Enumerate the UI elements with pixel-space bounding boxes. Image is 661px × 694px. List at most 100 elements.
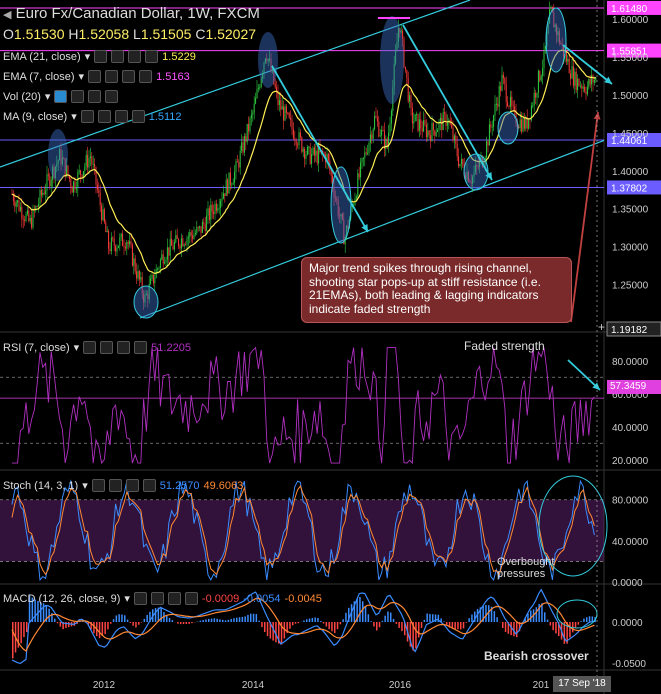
ma9-legend[interactable]: MA (9, close) ▾ 1.5112 xyxy=(3,110,182,123)
ema7-legend[interactable]: EMA (7, close) ▾ 1.5163 xyxy=(3,70,190,83)
candle-body xyxy=(95,167,97,185)
rsi-legend[interactable]: RSI (7, close) ▾ 51.2205 xyxy=(3,341,191,354)
candle-body xyxy=(397,27,399,42)
candle-body xyxy=(82,171,84,178)
macd-histogram-bar xyxy=(188,622,190,624)
macd-legend[interactable]: MACD (12, 26, close, 9) ▾ -0.0009 -0.0054… xyxy=(3,592,322,605)
candle-body xyxy=(77,172,79,189)
rsi-value: 51.2205 xyxy=(151,341,191,354)
candle-body xyxy=(438,121,440,130)
candle-body xyxy=(175,235,177,243)
candle-body xyxy=(246,123,248,142)
collapse-icon[interactable]: ◀ xyxy=(3,9,12,21)
candle-body xyxy=(533,92,535,106)
candle-body xyxy=(187,236,189,239)
vol-legend[interactable]: Vol (20) ▾ xyxy=(3,90,119,103)
candle-body xyxy=(257,88,259,90)
candle-body xyxy=(285,106,287,113)
candle-body xyxy=(404,66,406,70)
plus-icon xyxy=(114,110,128,123)
stoch-legend[interactable]: Stoch (14, 3, 1) ▾ 51.2570 49.6063 xyxy=(3,479,244,492)
candle-body xyxy=(368,142,370,153)
candle-body xyxy=(388,132,390,148)
candle-body xyxy=(145,293,147,295)
macd-histogram-bar xyxy=(530,610,532,622)
candle-body xyxy=(284,106,286,121)
ema21-legend[interactable]: EMA (21, close) ▾ 1.5229 xyxy=(3,50,196,63)
candle-body xyxy=(29,217,31,222)
price-level-tag xyxy=(607,43,661,58)
candle-body xyxy=(193,234,195,239)
macd-histogram-bar xyxy=(219,619,221,622)
candle-body xyxy=(372,129,374,139)
candle-body xyxy=(511,96,513,106)
candle-body xyxy=(280,100,282,110)
candle-body xyxy=(455,135,457,144)
gear-icon xyxy=(97,110,111,123)
candle-body xyxy=(508,105,510,107)
candle-body xyxy=(424,120,426,125)
highlight-ellipse xyxy=(48,129,68,181)
candle-body xyxy=(507,101,509,106)
candle-body xyxy=(88,158,90,168)
macd-histogram-bar xyxy=(339,622,342,625)
candle-body xyxy=(182,238,184,247)
candle-body xyxy=(502,74,504,79)
stoch-tick-label: 40.0000 xyxy=(612,537,649,548)
candle-body xyxy=(355,196,357,199)
macd-histogram-bar xyxy=(258,620,260,622)
candle-body xyxy=(150,278,152,285)
macd-histogram-bar xyxy=(289,622,291,629)
candle-body xyxy=(197,227,199,229)
macd-histogram-bar xyxy=(432,614,434,622)
candle-body xyxy=(54,166,56,178)
macd-histogram-bar xyxy=(250,613,252,622)
candle-body xyxy=(89,156,91,159)
stoch-d-value: 49.6063 xyxy=(203,479,244,492)
candle-body xyxy=(334,197,336,199)
candle-body xyxy=(43,192,45,194)
macd-histogram-bar xyxy=(48,608,50,622)
candle-body xyxy=(109,248,111,252)
candle-body xyxy=(579,85,581,87)
gear-icon xyxy=(108,479,122,492)
candle-body xyxy=(99,192,101,206)
candle-body xyxy=(318,147,320,164)
plus-icon xyxy=(88,90,102,103)
candle-body xyxy=(24,219,26,221)
candle-body xyxy=(470,181,472,184)
ema21-value: 1.5229 xyxy=(162,50,196,63)
macd-histogram-bar xyxy=(177,622,179,624)
candle-body xyxy=(304,148,306,159)
candle-body xyxy=(31,217,33,228)
candle-body xyxy=(585,91,587,95)
macd-histogram-bar xyxy=(286,622,288,634)
candle-body xyxy=(217,208,219,211)
macd-histogram-bar xyxy=(107,622,109,630)
highlight-ellipse xyxy=(463,153,489,191)
macd-histogram-bar xyxy=(90,622,92,630)
candle-body xyxy=(21,206,23,219)
candle-body xyxy=(522,118,524,132)
candle-body xyxy=(505,83,507,102)
macd-histogram-bar xyxy=(202,619,204,622)
macd-histogram-bar xyxy=(31,597,34,622)
candle-body xyxy=(343,219,345,245)
crossover-ellipse xyxy=(556,599,598,629)
rsi-trend-arrow-head xyxy=(592,382,600,390)
highlight-ellipse xyxy=(380,16,404,104)
candle-body xyxy=(406,69,408,78)
candle-body xyxy=(189,232,191,237)
macd-histogram-bar xyxy=(311,617,314,622)
candle-body xyxy=(238,162,240,168)
candle-body xyxy=(229,172,231,185)
candle-body xyxy=(427,130,429,138)
rsi-price-marker: 57.3459 xyxy=(607,380,661,394)
candle-body xyxy=(500,86,502,91)
gear-icon xyxy=(71,90,85,103)
macd-histogram-bar xyxy=(146,614,148,622)
candle-body xyxy=(306,146,308,155)
candle-body xyxy=(326,153,328,163)
candle-body xyxy=(371,134,373,139)
